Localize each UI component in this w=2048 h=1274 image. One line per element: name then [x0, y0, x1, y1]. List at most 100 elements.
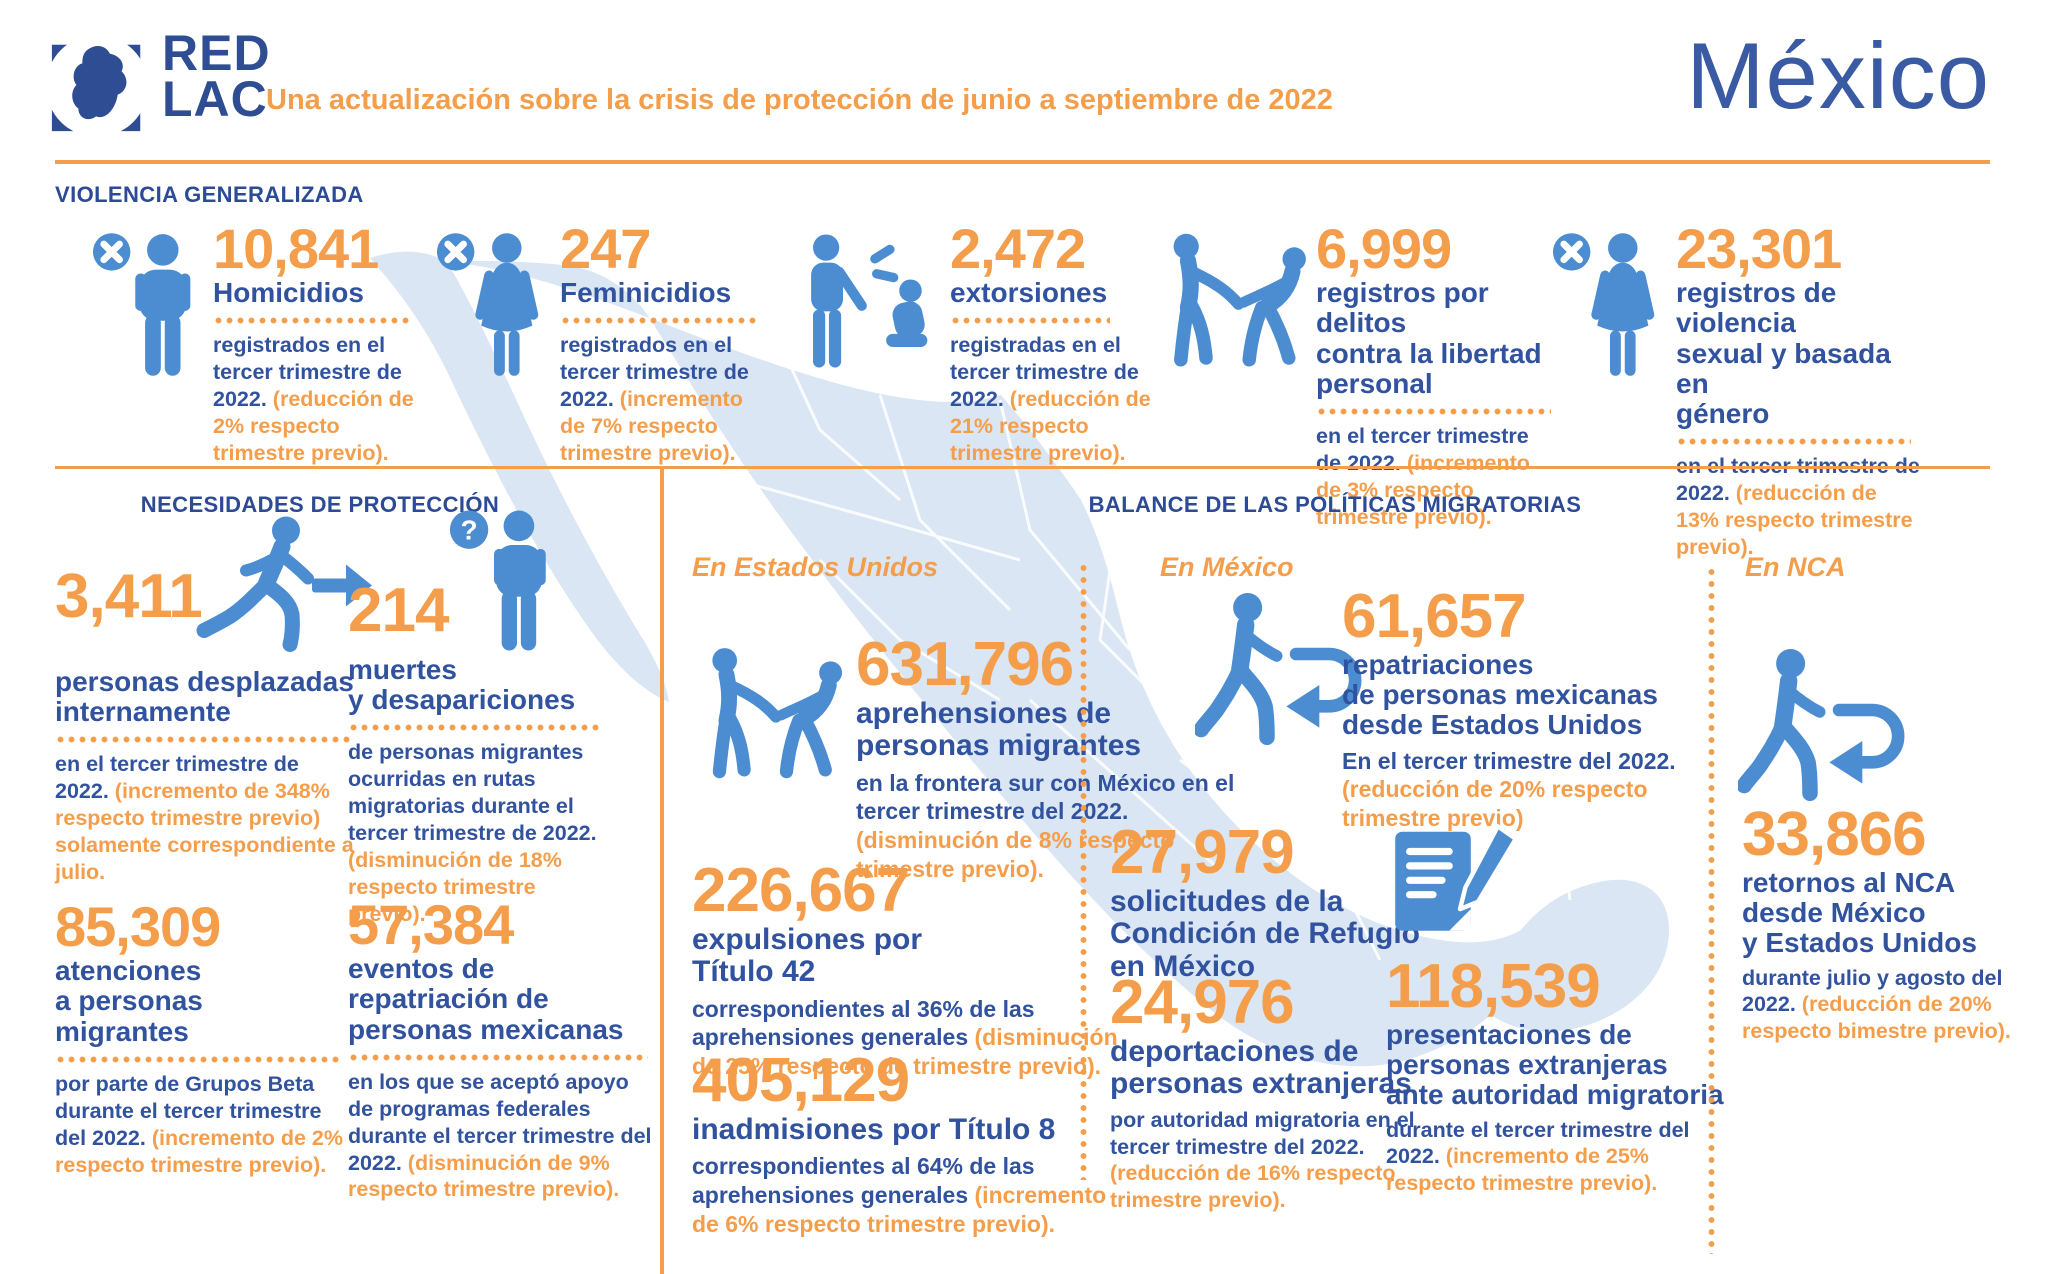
stat-value: 118,539 [1386, 952, 1601, 1021]
stat-value: 6,999 [1316, 217, 1452, 280]
header-divider-line [55, 160, 1990, 164]
person-x-icon [92, 230, 210, 378]
stat-value: 85,309 [55, 895, 221, 958]
stat-description: correspondientes al 36% de las aprehensi… [692, 995, 1118, 1080]
stat-label: eventos de repatriación de personas mexi… [348, 953, 624, 1045]
stat-value: 57,384 [348, 893, 514, 956]
stat-deportaciones: 24,976 deportaciones de personas extranj… [1110, 968, 1455, 1214]
stat-aprehensiones: 631,796 aprehensiones de personas migran… [856, 630, 1276, 884]
dotted-separator [348, 724, 603, 732]
stat-presentaciones: 118,539 presentaciones de personas extra… [1386, 952, 1726, 1197]
woman-x-icon [1552, 230, 1670, 378]
stat-repatriacion-eventos: 57,384 eventos de repatriación de person… [348, 893, 653, 1203]
stat-extorsiones: 2,472 extorsiones registradas en el terc… [950, 217, 1165, 467]
stat-description: de personas migrantes ocurridas en rutas… [348, 740, 597, 926]
stat-value: 10,841 [213, 217, 379, 280]
stat-muertes-desapariciones: 214 muertes y desapariciones de personas… [348, 576, 616, 927]
dotted-separator [213, 317, 413, 325]
stat-description: en el tercer trimestre de 2022. (incremen… [55, 752, 354, 884]
logo-line-red: RED [162, 25, 271, 81]
region-label-us: En Estados Unidos [692, 552, 939, 582]
stat-description: en el tercer trimestre de 2022. (incremen… [1316, 424, 1530, 529]
stat-label: Feminicidios [560, 277, 732, 309]
section-divider-line [55, 466, 1990, 469]
kidnapping-icon [1160, 232, 1315, 367]
stat-description: en la frontera sur con México en el terc… [856, 769, 1235, 882]
stat-label: atenciones a personas migrantes [55, 955, 203, 1047]
stat-value: 405,129 [692, 1046, 910, 1115]
stat-description: registrados en el tercer trimestre de 20… [213, 333, 414, 465]
redlac-logo-emblem [46, 34, 149, 138]
country-title: México [1686, 23, 1990, 128]
stat-description: por autoridad migratoria en el tercer tr… [1110, 1107, 1415, 1213]
stat-expulsiones-titulo42: 226,667 expulsiones por Título 42 corres… [692, 856, 1137, 1081]
dotted-separator [560, 317, 760, 325]
stat-label: retornos al NCA desde México y Estados U… [1742, 866, 1977, 959]
stat-value: 27,979 [1110, 818, 1295, 887]
stat-retornos-nca: 33,866 retornos al NCA desde México y Es… [1742, 800, 2042, 1045]
section-title-balance: BALANCE DE LAS POLÍTICAS MIGRATORIAS [1088, 492, 1582, 517]
stat-libertad-personal: 6,999 registros por delitos contra la li… [1316, 217, 1556, 531]
stat-description: en los que se aceptó apoyo de programas … [348, 1069, 652, 1202]
redlac-logo: RED LAC [46, 28, 271, 140]
stat-value: 631,796 [856, 630, 1074, 699]
dotted-separator [950, 317, 1110, 325]
stat-label: extorsiones [950, 277, 1108, 309]
return-person-icon [1738, 648, 1913, 803]
report-subtitle: Una actualización sobre la crisis de pro… [266, 84, 1333, 116]
stat-desplazados: 3,411 personas desplazadas internamente … [55, 562, 355, 886]
stat-description: por parte de Grupos Beta durante el terc… [55, 1071, 343, 1177]
stat-description: durante el tercer trimestre del 2022. (in… [1386, 1117, 1690, 1196]
stat-description: registrados en el tercer trimestre de 20… [560, 333, 749, 465]
section-title-violencia: VIOLENCIA GENERALIZADA [55, 182, 364, 207]
dotted-separator [1316, 408, 1551, 416]
woman-x-icon [436, 230, 554, 378]
stat-inadmisiones-titulo8: 405,129 inadmisiones por Título 8 corres… [692, 1046, 1137, 1239]
extortion-icon [798, 226, 948, 376]
dotted-separator [55, 1055, 340, 1063]
document-pen-icon [1388, 822, 1523, 944]
stat-repatriaciones: 61,657 repatriaciones de personas mexica… [1342, 582, 1707, 833]
stat-label: aprehensiones de personas migrantes [856, 696, 1142, 763]
stat-value: 226,667 [692, 856, 910, 925]
baja-california-peninsula [370, 251, 669, 702]
stat-label: solicitudes de la Condición de Refugio e… [1110, 884, 1420, 983]
stat-label: muertes y desapariciones [348, 653, 576, 716]
stat-label: inadmisiones por Título 8 [692, 1112, 1056, 1146]
vertical-divider-line [660, 466, 664, 1274]
stat-value: 2,472 [950, 217, 1086, 280]
stat-description: registradas en el tercer trimestre de 20… [950, 333, 1151, 465]
stat-value: 24,976 [1110, 968, 1295, 1037]
stat-description: En el tercer trimestre del 2022.(reducci… [1342, 747, 1676, 832]
stat-label: deportaciones de personas extranjeras [1110, 1034, 1412, 1101]
stat-value: 61,657 [1342, 582, 1527, 651]
state-border-lines [638, 299, 1572, 961]
dotted-column-divider [1708, 566, 1715, 1254]
stat-label: registros por delitos contra la libertad… [1316, 277, 1542, 399]
stat-label: personas desplazadas internamente [55, 665, 354, 728]
dotted-separator [348, 1053, 648, 1061]
logo-line-lac: LAC [162, 71, 268, 127]
stat-homicidios: 10,841 Homicidios registrados en el terc… [213, 217, 431, 467]
apprehension-icon [700, 640, 850, 785]
region-label-nca: En NCA [1745, 552, 1846, 582]
redlac-logo-text: RED LAC [162, 25, 271, 127]
dotted-column-divider [1080, 562, 1087, 1180]
dotted-separator [55, 736, 350, 744]
stat-description: durante julio y agosto del 2022. (reducci… [1742, 965, 2011, 1044]
stat-description: correspondientes al 64% de las aprehensi… [692, 1153, 1107, 1237]
stat-value: 214 [348, 576, 449, 645]
stat-value: 3,411 [55, 562, 203, 631]
stat-label: Homicidios [213, 277, 364, 309]
stat-violencia-sexual: 23,301 registros de violencia sexual y b… [1676, 217, 1921, 561]
stat-atenciones: 85,309 atenciones a personas migrantes p… [55, 895, 345, 1178]
stat-value: 33,866 [1742, 800, 1927, 869]
stat-label: repatriaciones de personas mexicanas des… [1342, 648, 1658, 741]
mexico-mainland [447, 261, 1669, 1067]
section-title-necesidades: NECESIDADES DE PROTECCIÓN [140, 492, 500, 517]
stat-value: 23,301 [1676, 217, 1842, 280]
stat-value: 247 [560, 217, 651, 280]
stat-solicitudes-refugio: 27,979 solicitudes de la Condición de Re… [1110, 818, 1440, 983]
stat-label: presentaciones de personas extranjeras a… [1386, 1018, 1724, 1111]
